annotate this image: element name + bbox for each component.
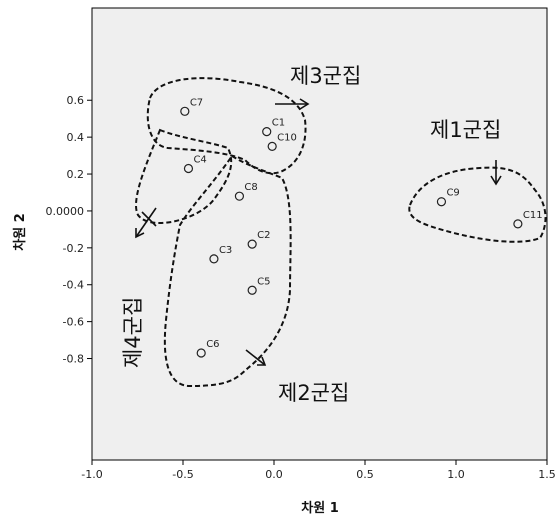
y-tick-label: 0.6 bbox=[67, 94, 85, 107]
data-point-c3 bbox=[209, 254, 219, 264]
x-axis-ticks: -1.0 -0.5 0.0 0.5 1.0 1.5 bbox=[81, 460, 555, 481]
cluster-2-outline bbox=[163, 154, 292, 388]
arrow-cluster-2 bbox=[245, 349, 267, 366]
x-tick-label: 1.0 bbox=[447, 468, 465, 481]
y-tick-label: 0.0000 bbox=[46, 205, 85, 218]
data-point-label: C1 bbox=[272, 118, 285, 129]
data-point-c10 bbox=[267, 141, 277, 151]
y-tick-label: -0.4 bbox=[63, 279, 84, 292]
data-point-c9 bbox=[436, 197, 447, 207]
cluster-label-1: 제1군집 bbox=[430, 118, 501, 142]
data-point-label: C9 bbox=[446, 188, 459, 199]
data-point-c6 bbox=[196, 348, 206, 358]
cluster-label-2: 제2군집 bbox=[278, 381, 349, 405]
data-point-label: C5 bbox=[257, 276, 270, 287]
cluster-1-outline bbox=[408, 166, 547, 243]
y-tick-label: -0.6 bbox=[63, 316, 84, 329]
y-axis-title: 차원 2 bbox=[12, 213, 28, 251]
y-axis-ticks: 0.6 0.4 0.2 0.0000 -0.2 -0.4 -0.6 -0.8 bbox=[46, 94, 92, 366]
data-point-label: C4 bbox=[193, 155, 206, 166]
arrow-cluster-4 bbox=[135, 207, 157, 239]
cluster-label-3: 제3군집 bbox=[290, 64, 361, 88]
cluster-3-outline bbox=[146, 77, 307, 175]
data-point-c8 bbox=[234, 191, 245, 201]
data-point-label: C2 bbox=[257, 230, 270, 241]
data-point-c2 bbox=[247, 239, 257, 249]
x-axis-title: 차원 1 bbox=[301, 500, 339, 516]
x-tick-label: 0.0 bbox=[265, 468, 283, 481]
y-tick-label: 0.4 bbox=[67, 131, 85, 144]
data-point-c5 bbox=[247, 285, 257, 295]
data-point-label: C6 bbox=[206, 339, 219, 350]
x-tick-label: -0.5 bbox=[172, 468, 193, 481]
y-tick-label: -0.8 bbox=[63, 353, 84, 366]
data-point-label: C10 bbox=[277, 132, 297, 143]
data-point-label: C3 bbox=[219, 245, 232, 256]
arrow-cluster-3 bbox=[275, 98, 310, 110]
data-point-c11 bbox=[513, 219, 523, 229]
y-tick-label: 0.2 bbox=[67, 168, 85, 181]
cluster-label-4: 제4군집 bbox=[121, 297, 145, 368]
cluster-4-outline bbox=[135, 128, 233, 224]
cluster-arrows bbox=[135, 98, 502, 366]
plot-area bbox=[91, 7, 548, 461]
data-point-c1 bbox=[262, 127, 272, 137]
data-point-label: C8 bbox=[244, 182, 257, 193]
x-tick-label: -1.0 bbox=[81, 468, 102, 481]
data-points: C7 C1 C10 C4 C8 C2 C3 C5 C6 C9 C11 bbox=[180, 97, 543, 358]
x-tick-label: 0.5 bbox=[356, 468, 374, 481]
data-point-label: C11 bbox=[523, 210, 543, 221]
data-point-c7 bbox=[180, 106, 190, 116]
x-tick-label: 1.5 bbox=[538, 468, 555, 481]
data-point-c4 bbox=[183, 163, 194, 174]
cluster-outlines bbox=[135, 77, 547, 388]
y-tick-label: -0.2 bbox=[63, 242, 84, 255]
data-point-label: C7 bbox=[190, 97, 203, 108]
arrow-cluster-1 bbox=[490, 160, 502, 186]
